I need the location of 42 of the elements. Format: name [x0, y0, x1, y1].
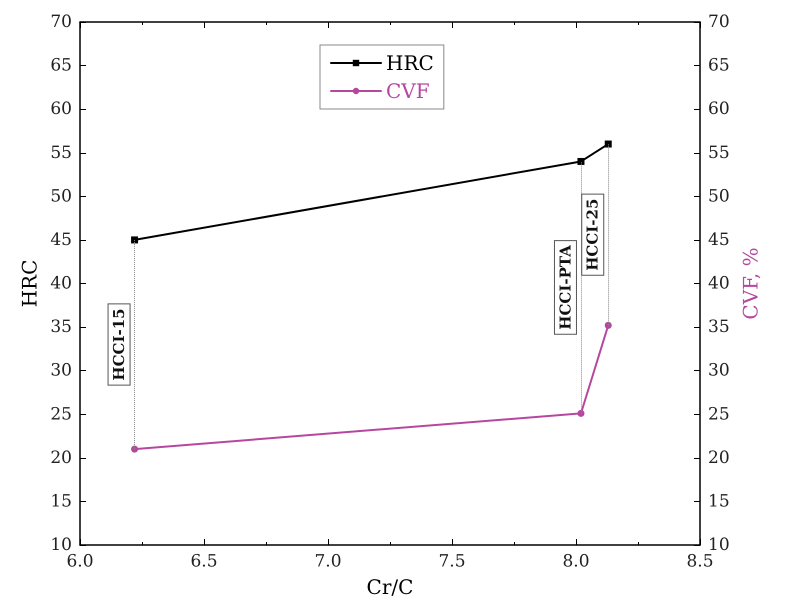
- y-tick-label: 40: [50, 274, 72, 294]
- x-tick-label: 7.0: [314, 552, 342, 572]
- y-tick-label: 25: [50, 404, 72, 424]
- y2-tick-label: 70: [708, 12, 730, 32]
- y-tick-label: 50: [50, 186, 72, 206]
- x-tick-label: 8.0: [562, 552, 590, 572]
- y2-tick-label: 20: [708, 448, 730, 468]
- y2-tick-label: 40: [708, 274, 730, 294]
- y-tick-label: 65: [50, 56, 72, 76]
- y2-tick-label: 55: [708, 142, 730, 163]
- y-tick-label: 30: [50, 360, 72, 381]
- x-tick-label: 7.5: [438, 552, 466, 572]
- y2-tick-label: 65: [708, 56, 730, 76]
- point: [604, 140, 612, 148]
- y2-tick-label: 50: [708, 186, 730, 206]
- point: [131, 446, 138, 453]
- y2-tick-label: 30: [708, 360, 730, 381]
- y-axis-title: HRC: [17, 260, 42, 308]
- point: [604, 322, 612, 329]
- y2-tick-label: 60: [708, 99, 730, 120]
- y-tick-label: 55: [50, 142, 72, 163]
- y-tick-label: 20: [50, 448, 72, 468]
- y-tick-label: 45: [50, 230, 72, 250]
- y2-tick-label: 15: [708, 491, 730, 512]
- point: [131, 236, 138, 244]
- ref-line-label: HCCI-PTA: [556, 244, 574, 330]
- y2-tick-label: 25: [708, 404, 730, 424]
- y-tick-label: 70: [50, 12, 72, 32]
- legend-label: CVF: [386, 79, 430, 103]
- point: [577, 410, 584, 417]
- x-tick-label: 6.5: [190, 552, 218, 572]
- y2-tick-label: 45: [708, 230, 730, 250]
- ref-line-label: HCCI-15: [110, 308, 128, 381]
- y-tick-label: 35: [50, 317, 72, 338]
- y-tick-label: 15: [50, 491, 72, 512]
- point: [577, 158, 584, 165]
- y2-axis-title: CVF, %: [738, 247, 763, 320]
- y2-tick-label: 35: [708, 317, 730, 338]
- y-tick-label: 60: [50, 99, 72, 120]
- ref-line-label: HCCI-25: [584, 198, 602, 271]
- legend-label: HRC: [386, 51, 434, 75]
- x-axis-title: Cr/C: [366, 575, 414, 599]
